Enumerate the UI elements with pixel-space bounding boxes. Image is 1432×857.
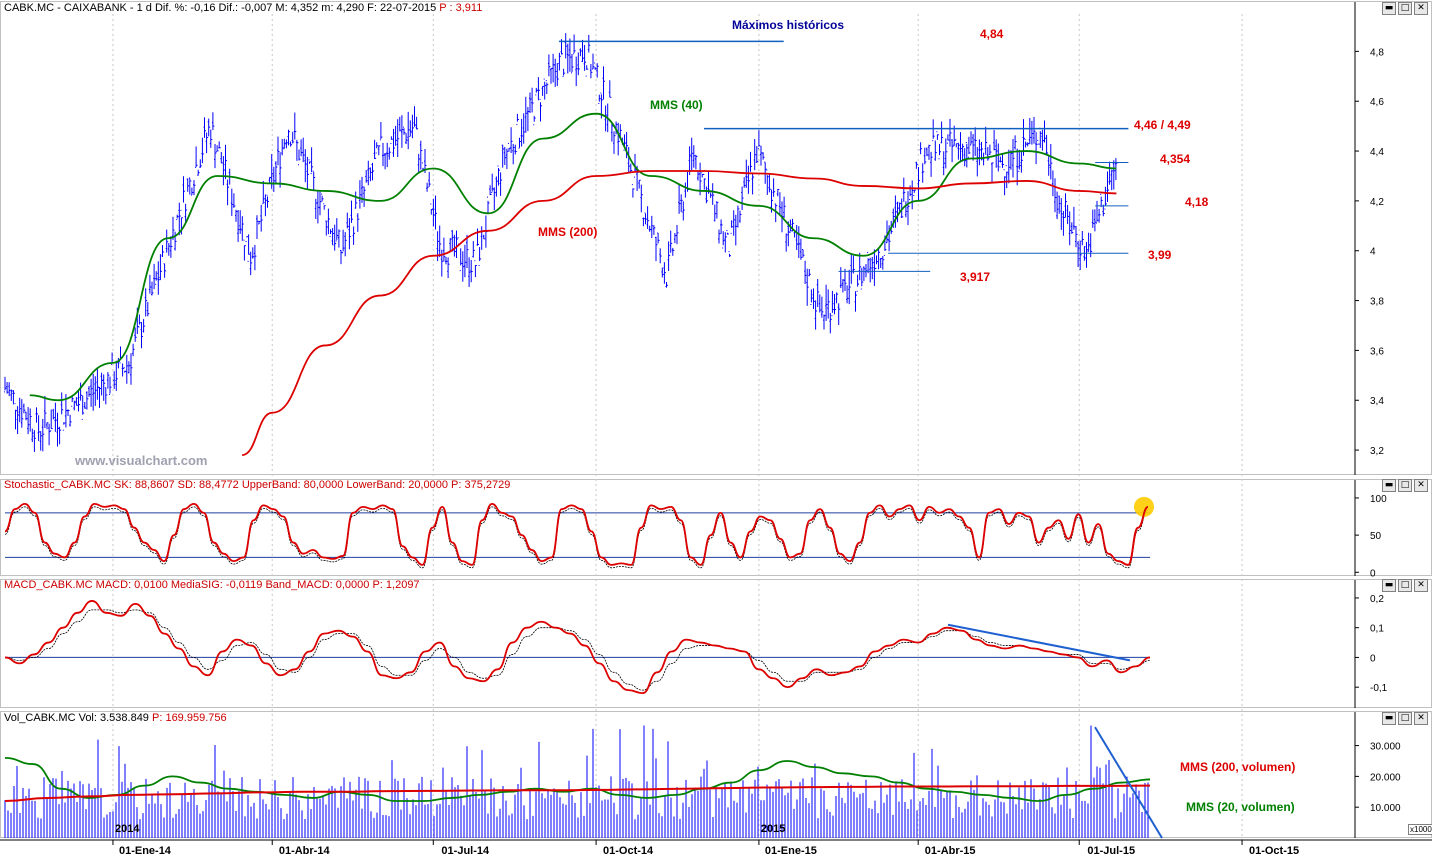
mms200-line bbox=[241, 170, 1117, 456]
minimize-button[interactable]: ▬ bbox=[1382, 2, 1396, 15]
price-y-tick-label: 4 bbox=[1370, 247, 1376, 258]
axes: 01-Ene-14 01-Abr-14 01-Jul-14 01-Oct-14 01-E… bbox=[0, 47, 1432, 857]
volume-panel bbox=[4, 725, 1163, 839]
price-info-text: CABK.MC - CAIXABANK - 1 d Dif. %: -0,16 … bbox=[4, 2, 437, 14]
vol-mms200-line bbox=[4, 784, 1151, 803]
close-button[interactable]: ✕ bbox=[1414, 2, 1428, 15]
x-tick-label: 01-Jul-15 bbox=[1087, 845, 1135, 857]
sup-418-label: 4,18 bbox=[1185, 195, 1209, 209]
stoch-window-buttons: ▬ □ ✕ bbox=[1382, 479, 1428, 492]
stoch-y-tick-label: 0 bbox=[1370, 568, 1376, 579]
res-4354-label: 4,354 bbox=[1160, 152, 1191, 166]
max-hist-label: Máximos históricos bbox=[732, 18, 845, 32]
x-tick-label: 01-Ene-15 bbox=[765, 845, 817, 857]
macd-frame bbox=[0, 579, 1432, 708]
year-label: 2015 bbox=[761, 823, 785, 835]
vol-y-tick-label: 30.000 bbox=[1370, 742, 1401, 753]
x-tick-label: 01-Abr-15 bbox=[925, 845, 976, 857]
restore-button[interactable]: □ bbox=[1398, 2, 1412, 15]
stoch-sk-tail bbox=[1118, 505, 1149, 566]
stoch-info-text: Stochastic_CABK.MC SK: 88,8607 SD: 88,47… bbox=[4, 479, 511, 491]
price-header: CABK.MC - CAIXABANK - 1 d Dif. %: -0,16 … bbox=[4, 2, 482, 14]
macd-line bbox=[4, 600, 1151, 695]
watermark: www.visualchart.com bbox=[75, 453, 208, 468]
price-y-tick-label: 4,6 bbox=[1370, 97, 1384, 108]
stochastic-panel bbox=[4, 496, 1154, 569]
max-value-label: 4,84 bbox=[980, 27, 1004, 41]
restore-button[interactable]: □ bbox=[1398, 712, 1412, 725]
vol-p-text: P: 169.959.756 bbox=[152, 712, 227, 724]
stoch-highlight bbox=[1134, 496, 1154, 517]
macd-info-text: MACD_CABK.MC MACD: 0,0100 MediaSIG: -0,0… bbox=[4, 579, 420, 591]
year-label: 2014 bbox=[115, 823, 140, 835]
price-y-tick-label: 4,4 bbox=[1370, 147, 1384, 158]
stoch-y-tick-label: 100 bbox=[1370, 494, 1387, 505]
macd-signal-line bbox=[4, 609, 1151, 691]
vol-info-text: Vol_CABK.MC Vol: 3.538.849 bbox=[4, 712, 149, 724]
restore-button[interactable]: □ bbox=[1398, 479, 1412, 492]
x-tick-label: 01-Abr-14 bbox=[279, 845, 331, 857]
vol-trendline bbox=[1094, 726, 1163, 839]
minimize-button[interactable]: ▬ bbox=[1382, 712, 1396, 725]
x-tick-label: 01-Jul-14 bbox=[441, 845, 490, 857]
minimize-button[interactable]: ▬ bbox=[1382, 479, 1396, 492]
price-y-tick-label: 4,8 bbox=[1370, 47, 1384, 58]
restore-button[interactable]: □ bbox=[1398, 579, 1412, 592]
stoch-sk-line bbox=[4, 502, 1149, 566]
res-449-label: 4,46 / 4,49 bbox=[1134, 118, 1191, 132]
macd-y-tick-label: 0,1 bbox=[1370, 624, 1384, 635]
price-panel bbox=[4, 33, 1129, 456]
mms40-line bbox=[29, 112, 1117, 402]
sup-399-label: 3,99 bbox=[1148, 248, 1172, 262]
vol-y-tick-label: 10.000 bbox=[1370, 803, 1401, 814]
macd-y-tick-label: 0,2 bbox=[1370, 594, 1384, 605]
close-button[interactable]: ✕ bbox=[1414, 712, 1428, 725]
macd-y-tick-label: -0,1 bbox=[1370, 683, 1388, 694]
price-y-tick-label: 3,8 bbox=[1370, 297, 1384, 308]
price-p-text: P : 3,911 bbox=[439, 2, 483, 14]
macd-y-tick-label: 0 bbox=[1370, 653, 1376, 664]
sup-3917-label: 3,917 bbox=[960, 270, 991, 284]
macd-trendline bbox=[947, 623, 1131, 662]
x-tick-label: 01-Ene-14 bbox=[119, 845, 172, 857]
price-y-tick-label: 3,4 bbox=[1370, 396, 1384, 407]
price-y-tick-label: 4,2 bbox=[1370, 197, 1384, 208]
x-tick-label: 01-Oct-15 bbox=[1249, 845, 1299, 857]
stoch-sd-line bbox=[4, 506, 1149, 569]
stoch-y-tick-label: 50 bbox=[1370, 531, 1382, 542]
macd-header: MACD_CABK.MC MACD: 0,0100 MediaSIG: -0,0… bbox=[4, 579, 420, 591]
mms200-label: MMS (200) bbox=[538, 225, 598, 239]
macd-panel bbox=[4, 600, 1151, 695]
volume-unit-badge: x1000 bbox=[1408, 824, 1432, 835]
close-button[interactable]: ✕ bbox=[1414, 579, 1428, 592]
close-button[interactable]: ✕ bbox=[1414, 479, 1428, 492]
price-frame bbox=[0, 1, 1432, 475]
vol-mms20-label: MMS (20, volumen) bbox=[1186, 800, 1295, 814]
price-y-tick-label: 3,6 bbox=[1370, 346, 1384, 357]
mms40-label: MMS (40) bbox=[650, 98, 703, 112]
vol-y-tick-label: 20.000 bbox=[1370, 772, 1401, 783]
x-tick-label: 01-Oct-14 bbox=[603, 845, 654, 857]
vol-mms200-label: MMS (200, volumen) bbox=[1180, 760, 1296, 774]
stoch-frame bbox=[0, 479, 1432, 576]
vol-header: Vol_CABK.MC Vol: 3.538.849 P: 169.959.75… bbox=[4, 712, 227, 724]
price-window-buttons: ▬ □ ✕ bbox=[1382, 2, 1428, 15]
minimize-button[interactable]: ▬ bbox=[1382, 579, 1396, 592]
price-y-tick-label: 3,2 bbox=[1370, 446, 1384, 457]
vol-window-buttons: ▬ □ ✕ bbox=[1382, 712, 1428, 725]
stoch-header: Stochastic_CABK.MC SK: 88,8607 SD: 88,47… bbox=[4, 479, 510, 491]
macd-window-buttons: ▬ □ ✕ bbox=[1382, 579, 1428, 592]
chart-grid bbox=[112, 14, 1243, 840]
